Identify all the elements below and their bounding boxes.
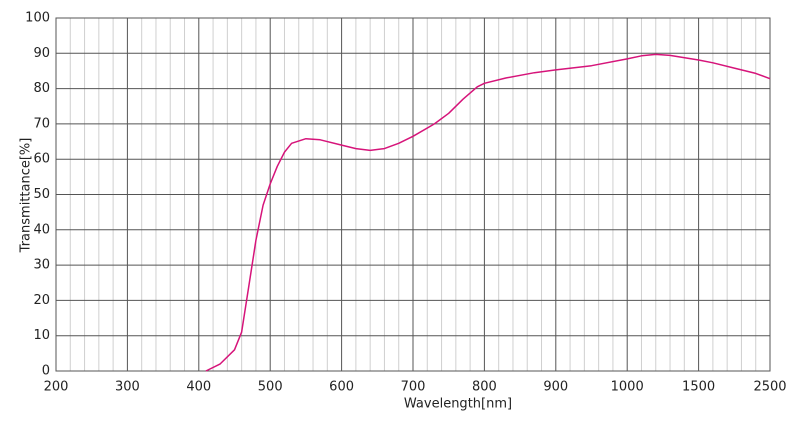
y-tick-label: 90 bbox=[33, 46, 50, 61]
plot-frame bbox=[55, 17, 771, 372]
y-tick-label: 80 bbox=[33, 81, 50, 96]
y-tick-label: 20 bbox=[33, 293, 50, 308]
x-tick-label: 600 bbox=[329, 380, 354, 395]
x-tick-label: 1500 bbox=[682, 380, 715, 395]
x-tick-label: 800 bbox=[472, 380, 497, 395]
y-axis-label: Transmittance[%] bbox=[19, 138, 34, 254]
y-tick-label: 30 bbox=[33, 258, 50, 273]
y-tick-label: 10 bbox=[33, 328, 50, 343]
x-tick-label: 1000 bbox=[611, 380, 644, 395]
x-tick-label: 900 bbox=[543, 380, 568, 395]
y-tick-label: 40 bbox=[33, 222, 50, 237]
y-tick-label: 60 bbox=[33, 152, 50, 167]
x-tick-label: 2500 bbox=[753, 380, 786, 395]
x-axis-label: Wavelength[nm] bbox=[404, 397, 512, 412]
x-tick-label: 700 bbox=[401, 380, 426, 395]
x-tick-label: 200 bbox=[44, 380, 69, 395]
y-tick-label: 50 bbox=[33, 187, 50, 202]
x-tick-label: 400 bbox=[186, 380, 211, 395]
series-line bbox=[205, 53, 771, 372]
x-tick-label: 300 bbox=[115, 380, 140, 395]
y-tick-label: 100 bbox=[25, 11, 50, 26]
x-tick-label: 500 bbox=[258, 380, 283, 395]
y-tick-label: 0 bbox=[42, 364, 50, 379]
y-tick-label: 70 bbox=[33, 116, 50, 131]
